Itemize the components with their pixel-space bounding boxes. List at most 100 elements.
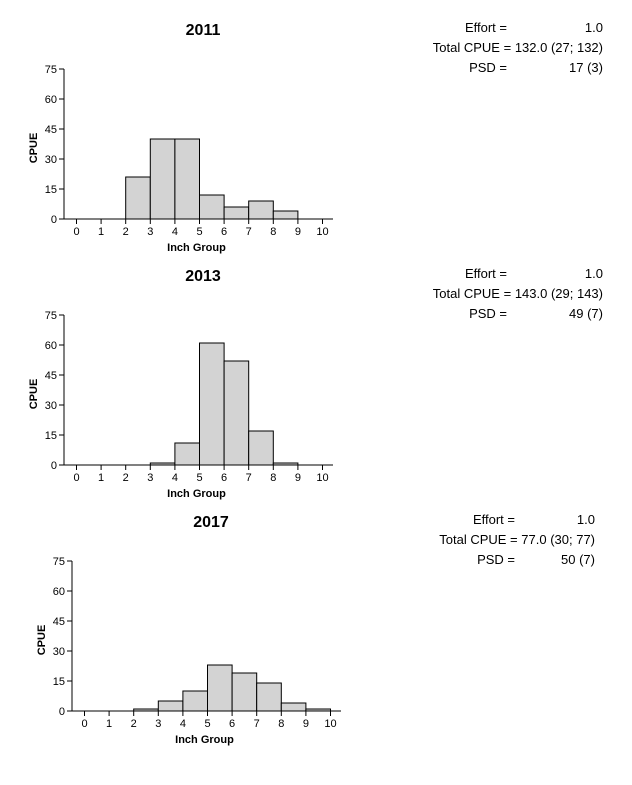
- bar-inch-4: [174, 138, 200, 220]
- chart-title: 2011: [186, 22, 221, 39]
- effort-label: Effort =: [465, 266, 507, 281]
- x-tick-label: 5: [196, 226, 202, 238]
- y-tick-label: 60: [45, 94, 57, 106]
- y-tick-label: 45: [53, 616, 65, 628]
- total-cpue-line: Total CPUE = 77.0 (30; 77): [439, 532, 595, 547]
- chart-title: 2013: [185, 268, 221, 285]
- x-tick-label: 7: [254, 718, 260, 730]
- y-tick-label: 15: [53, 676, 65, 688]
- x-tick-label: 10: [324, 718, 336, 730]
- x-tick-label: 7: [246, 226, 252, 238]
- x-tick-label: 9: [295, 472, 301, 484]
- bar-inch-5: [199, 342, 225, 466]
- x-tick-label: 2: [131, 718, 137, 730]
- y-axis-label: CPUE: [36, 625, 48, 656]
- effort-label: Effort =: [473, 512, 515, 527]
- psd-value: 17 (3): [569, 60, 603, 75]
- y-tick-label: 60: [45, 340, 57, 352]
- x-tick-label: 9: [295, 226, 301, 238]
- y-tick-label: 0: [51, 214, 57, 226]
- x-tick-label: 10: [316, 472, 328, 484]
- total-cpue-line: Total CPUE = 132.0 (27; 132): [433, 40, 603, 55]
- x-tick-label: 1: [98, 472, 104, 484]
- total-cpue-value: 77.0 (30; 77): [521, 532, 595, 547]
- x-axis-label: Inch Group: [175, 734, 234, 746]
- x-tick-label: 2: [123, 472, 129, 484]
- total-cpue-value: 143.0 (29; 143): [515, 286, 603, 301]
- x-tick-label: 6: [221, 226, 227, 238]
- x-tick-label: 8: [278, 718, 284, 730]
- y-tick-label: 0: [59, 706, 65, 718]
- psd-label: PSD =: [469, 306, 507, 321]
- x-tick-label: 9: [303, 718, 309, 730]
- x-tick-label: 4: [172, 472, 178, 484]
- y-tick-label: 30: [45, 400, 57, 412]
- effort-label: Effort =: [465, 20, 507, 35]
- x-tick-label: 5: [204, 718, 210, 730]
- x-tick-label: 8: [270, 226, 276, 238]
- x-tick-label: 3: [155, 718, 161, 730]
- chart-title: 2017: [193, 514, 229, 531]
- bar-inch-5: [207, 664, 233, 712]
- psd-value: 49 (7): [569, 306, 603, 321]
- bar-inch-5: [199, 194, 225, 220]
- stats-block: Effort = 1.0 Total CPUE = 132.0 (27; 132) P…: [433, 20, 603, 75]
- total-cpue-label: Total CPUE =: [433, 40, 511, 55]
- y-tick-label: 0: [51, 460, 57, 472]
- total-cpue-value: 132.0 (27; 132): [515, 40, 603, 55]
- x-axis-label: Inch Group: [167, 488, 226, 500]
- y-axis-label: CPUE: [28, 379, 40, 410]
- effort-value: 1.0: [585, 20, 603, 35]
- bar-inch-6: [223, 360, 250, 466]
- bar-inch-7: [248, 200, 274, 220]
- y-tick-label: 75: [53, 556, 65, 568]
- stats-block: Effort = 1.0 Total CPUE = 77.0 (30; 77) PSD…: [439, 512, 595, 567]
- psd-label: PSD =: [477, 552, 515, 567]
- bar-inch-6: [231, 672, 258, 712]
- y-tick-label: 45: [45, 370, 57, 382]
- bar-inch-2: [125, 176, 151, 220]
- effort-value: 1.0: [577, 512, 595, 527]
- x-tick-label: 0: [73, 472, 79, 484]
- x-tick-label: 4: [172, 226, 178, 238]
- x-tick-label: 3: [147, 226, 153, 238]
- bar-inch-3: [149, 138, 176, 220]
- y-tick-label: 45: [45, 124, 57, 136]
- x-tick-label: 8: [270, 472, 276, 484]
- bar-inch-7: [248, 430, 274, 466]
- bar-inch-8: [272, 210, 299, 220]
- y-tick-label: 30: [45, 154, 57, 166]
- x-tick-label: 5: [196, 472, 202, 484]
- x-tick-label: 4: [180, 718, 186, 730]
- y-tick-label: 75: [45, 64, 57, 76]
- total-cpue-label: Total CPUE =: [439, 532, 517, 547]
- y-tick-label: 15: [45, 184, 57, 196]
- total-cpue-line: Total CPUE = 143.0 (29; 143): [433, 286, 603, 301]
- x-tick-label: 2: [123, 226, 129, 238]
- x-tick-label: 6: [229, 718, 235, 730]
- effort-value: 1.0: [585, 266, 603, 281]
- x-tick-label: 1: [98, 226, 104, 238]
- x-tick-label: 3: [147, 472, 153, 484]
- x-tick-label: 0: [73, 226, 79, 238]
- psd-value: 50 (7): [561, 552, 595, 567]
- bar-inch-8: [280, 702, 307, 712]
- bar-inch-3: [157, 700, 184, 712]
- x-tick-label: 10: [316, 226, 328, 238]
- y-tick-label: 15: [45, 430, 57, 442]
- y-tick-label: 75: [45, 310, 57, 322]
- y-tick-label: 30: [53, 646, 65, 658]
- bar-inch-7: [256, 682, 282, 712]
- total-cpue-label: Total CPUE =: [433, 286, 511, 301]
- y-tick-label: 60: [53, 586, 65, 598]
- x-tick-label: 6: [221, 472, 227, 484]
- x-tick-label: 1: [106, 718, 112, 730]
- stats-block: Effort = 1.0 Total CPUE = 143.0 (29; 143) P…: [433, 266, 603, 321]
- x-tick-label: 0: [81, 718, 87, 730]
- psd-label: PSD =: [469, 60, 507, 75]
- x-axis-label: Inch Group: [167, 242, 226, 254]
